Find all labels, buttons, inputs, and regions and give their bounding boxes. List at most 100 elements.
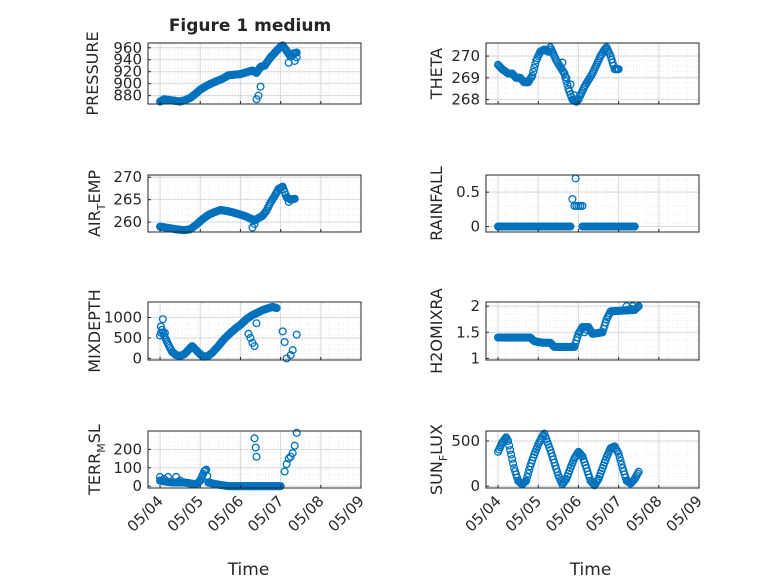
axes-box — [485, 42, 700, 105]
data-point — [560, 69, 569, 78]
x-tick-label: 05/04 — [462, 492, 505, 535]
data-point — [573, 333, 582, 342]
data-point — [508, 454, 517, 464]
subplot-air_temp: 260 265 270 AIRTEMP — [85, 168, 362, 237]
y-axis-label: H2OMIXRA — [427, 288, 446, 374]
y-tick-label: 200 — [113, 440, 142, 458]
data-point — [506, 445, 515, 455]
y-tick-label: 0.5 — [456, 183, 480, 201]
y-axis-label: PRESSURE — [83, 31, 102, 115]
data-point — [278, 327, 287, 336]
data-point — [158, 315, 167, 324]
y-tick-label: 960 — [113, 39, 142, 57]
data-point — [522, 476, 531, 485]
data-point — [288, 346, 297, 355]
y-tick-label: 0 — [132, 477, 142, 495]
data-point — [176, 476, 185, 485]
axes-box — [147, 174, 362, 233]
data-point — [561, 476, 570, 485]
axes-box — [147, 301, 362, 361]
data-point — [156, 322, 165, 331]
data-point — [250, 434, 259, 443]
data-point — [290, 194, 299, 203]
data-point — [634, 302, 643, 311]
data-point — [156, 472, 165, 482]
y-tick-label: 260 — [113, 213, 142, 231]
data-point — [284, 197, 293, 206]
x-tick-label: 05/09 — [325, 492, 368, 535]
data-point — [622, 302, 631, 311]
data-point — [292, 428, 301, 437]
data-point — [582, 325, 591, 334]
x-tick-label: 05/06 — [204, 492, 247, 535]
y-tick-label: 268 — [451, 91, 480, 109]
data-point — [507, 450, 516, 459]
y-tick-label: 900 — [113, 75, 142, 93]
x-tick-label: 05/05 — [164, 492, 207, 535]
data-point — [252, 452, 261, 461]
data-point — [615, 453, 624, 462]
x-tick-label: 05/08 — [284, 492, 327, 535]
data-point — [254, 91, 263, 100]
data-point — [250, 219, 259, 228]
axes-box — [147, 42, 362, 105]
data-point — [246, 333, 255, 342]
y-axis-label: AIRTEMP — [85, 170, 108, 237]
subplot-theta: 268 269 270 THETA — [427, 42, 700, 109]
data-point — [292, 53, 301, 62]
x-tick-label: 05/09 — [663, 492, 706, 535]
data-point — [276, 482, 285, 491]
y-axis-label: THETA — [427, 48, 446, 100]
data-point — [630, 222, 639, 231]
data-point — [562, 73, 571, 82]
data-point — [614, 449, 623, 458]
y-tick-label: 1000 — [104, 309, 142, 327]
x-tick-label: 05/05 — [502, 492, 545, 535]
data-point — [284, 454, 293, 463]
data-point — [566, 80, 575, 89]
x-axis-label: Time — [569, 560, 612, 580]
data-point — [634, 467, 643, 476]
data-point — [292, 330, 301, 339]
subplot-h2omixra: 1 1.5 2 H2OMIXRA — [427, 288, 700, 374]
y-axis-label: TERRMSL — [85, 424, 108, 496]
y-tick-label: 1 — [470, 349, 480, 367]
data-point — [288, 449, 297, 458]
data-point — [256, 82, 265, 91]
y-tick-label: 880 — [113, 87, 142, 105]
axes-box — [147, 430, 362, 489]
data-point — [292, 48, 301, 57]
data-point — [616, 456, 625, 465]
data-point — [632, 303, 641, 313]
data-point — [509, 459, 518, 468]
y-tick-label: 2 — [470, 297, 480, 315]
data-point — [244, 329, 253, 338]
axes-box — [485, 174, 700, 233]
x-axis-label: Time — [227, 560, 270, 580]
x-tick-label: 05/07 — [582, 492, 625, 535]
data-point — [505, 441, 514, 450]
data-point — [250, 342, 259, 351]
data-point — [164, 472, 173, 482]
data-point — [600, 45, 609, 54]
data-point — [628, 302, 637, 311]
y-tick-label: 1.5 — [456, 323, 480, 341]
data-point — [614, 65, 623, 74]
data-point — [566, 222, 575, 231]
y-tick-label: 940 — [113, 51, 142, 69]
axes-box — [485, 430, 700, 489]
data-point — [280, 467, 289, 476]
data-point — [280, 337, 289, 347]
y-tick-label: 500 — [451, 432, 480, 450]
axes-box — [485, 301, 700, 361]
y-tick-label: 0 — [470, 477, 480, 495]
y-tick-label: 265 — [113, 191, 142, 209]
data-point — [251, 443, 260, 452]
y-tick-label: 920 — [113, 63, 142, 81]
y-tick-label: 269 — [451, 69, 480, 87]
x-tick-label: 05/04 — [124, 492, 167, 535]
